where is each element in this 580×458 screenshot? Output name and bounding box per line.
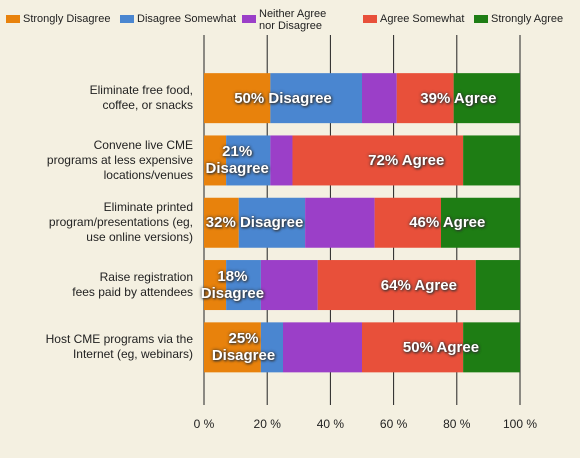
legend-swatch: [242, 15, 256, 23]
bar-segment: [374, 197, 441, 248]
legend-label: Agree Somewhat: [380, 13, 465, 25]
bar-segment: [204, 260, 227, 311]
disagree-label: 18% Disagree: [200, 268, 265, 303]
bar-segment: [260, 322, 283, 373]
y-tick-label: Convene live CME programs at less expens…: [46, 137, 193, 182]
bar-segment: [441, 197, 520, 248]
legend-swatch: [474, 15, 488, 23]
bar-segment: [292, 135, 464, 186]
legend-label: Strongly Disagree: [23, 13, 111, 25]
disagree-label: 25% Disagree: [211, 330, 276, 365]
legend-swatch: [6, 15, 20, 23]
bar-segment: [317, 260, 476, 311]
bar-segment: [463, 135, 520, 186]
x-tick-label: 40 %: [317, 417, 345, 431]
disagree-label: 21% Disagree: [205, 143, 269, 178]
bar-segment: [204, 135, 227, 186]
bar-segment: [226, 135, 271, 186]
bar-segment: [270, 73, 362, 124]
y-tick-label: Eliminate printed program/presentations …: [48, 200, 193, 245]
agree-label: 50% Agree: [402, 338, 480, 356]
disagree-label: 50% Disagree: [234, 89, 332, 107]
x-tick-label: 60 %: [380, 417, 408, 431]
bar-segment: [204, 322, 261, 373]
bar-segment: [463, 322, 520, 373]
bar-segment: [453, 73, 520, 124]
legend-label: Neither Agree nor Disagree: [259, 8, 327, 32]
bar-segment: [396, 73, 454, 124]
x-tick-label: 100 %: [503, 417, 537, 431]
bar-segment: [204, 73, 271, 124]
agree-label: 39% Agree: [420, 89, 497, 107]
bar-segment: [362, 73, 397, 124]
legend-label: Disagree Somewhat: [137, 13, 237, 25]
y-tick-label: Eliminate free food, coffee, or snacks: [89, 83, 193, 113]
agree-label: 72% Agree: [368, 151, 445, 169]
bar-segment: [226, 260, 261, 311]
disagree-label: 32% Disagree: [205, 214, 304, 232]
y-tick-label: Host CME programs via the Internet (eg, …: [45, 332, 193, 362]
legend-swatch: [120, 15, 134, 23]
x-tick-label: 20 %: [254, 417, 282, 431]
bar-segment: [260, 260, 318, 311]
x-tick-label: 80 %: [443, 417, 471, 431]
bar-segment: [238, 197, 306, 248]
y-tick-label: Raise registration fees paid by attendee…: [72, 270, 193, 300]
bar-segment: [204, 197, 239, 248]
bar-segment: [305, 197, 375, 248]
x-tick-label: 0 %: [194, 417, 215, 431]
legend-swatch: [363, 15, 377, 23]
bar-segment: [475, 260, 520, 311]
bar-segment: [283, 322, 362, 373]
agree-label: 64% Agree: [380, 276, 457, 294]
legend-label: Strongly Agree: [491, 13, 564, 25]
bar-segment: [362, 322, 464, 373]
bar-segment: [270, 135, 293, 186]
agree-label: 46% Agree: [409, 214, 486, 232]
